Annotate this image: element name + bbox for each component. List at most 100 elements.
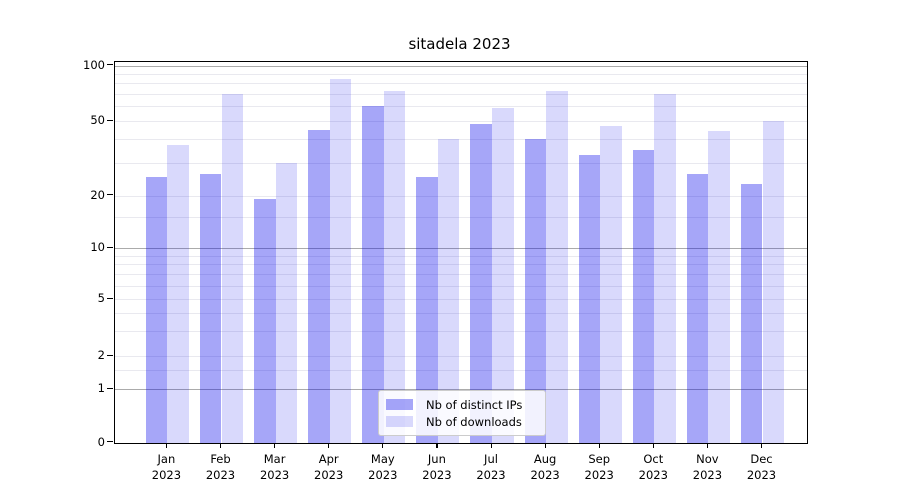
bar-downloads-apr [329, 79, 352, 443]
y-tick-label-100: 100 [83, 57, 105, 72]
bar-downloads-nov [708, 131, 730, 443]
legend-label-downloads: Nb of downloads [426, 414, 522, 429]
gridline-minor-30 [114, 162, 807, 164]
x-tick-year: 2023 [368, 468, 398, 482]
y-tick-label-10: 10 [90, 240, 105, 254]
bar-distinct-ips-apr [308, 129, 330, 443]
bar-distinct-ips-sep [578, 154, 601, 443]
x-tick-label-oct: Oct 2023 [623, 451, 683, 483]
x-tick-year: 2023 [259, 468, 290, 482]
x-tick-label-sep: Sep 2023 [569, 451, 629, 483]
x-tick-jan [165, 442, 168, 448]
y-tick-0 [107, 441, 113, 443]
gridline-minor-9 [114, 255, 807, 257]
x-tick-label-feb: Feb 2023 [191, 451, 251, 483]
bar-distinct-ips-jun [416, 177, 438, 443]
x-tick-month: Apr [318, 452, 339, 466]
gridline-minor-7 [114, 274, 807, 276]
legend-entry-distinct-ips: Nb of distinct IPs [386, 397, 537, 412]
x-tick-label-nov: Nov 2023 [677, 451, 737, 483]
gridline-minor-70 [114, 94, 807, 96]
bar-downloads-oct [654, 94, 676, 443]
x-tick-may [382, 442, 384, 448]
x-tick-month: Dec [750, 452, 773, 466]
y-tick-label-2: 2 [97, 348, 105, 362]
gridline-minor-40 [114, 139, 807, 141]
x-tick-year: 2023 [422, 468, 452, 482]
bar-downloads-jul [492, 107, 514, 443]
bar-distinct-ips-aug [524, 139, 547, 443]
x-tick-month: Aug [533, 452, 557, 466]
y-tick-50 [107, 119, 113, 121]
bar-downloads-jun [437, 139, 460, 443]
bar-downloads-feb [221, 94, 244, 443]
bar-distinct-ips-nov [686, 174, 709, 443]
x-tick-year: 2023 [205, 468, 236, 482]
x-tick-month: Jun [427, 452, 446, 466]
gridline-minor-8 [114, 264, 807, 266]
gridline-minor-3 [114, 330, 807, 332]
x-tick-label-mar: Mar 2023 [245, 451, 305, 483]
x-tick-label-dec: Dec 2023 [732, 451, 792, 483]
y-tick-20 [107, 194, 113, 196]
gridline-minor-6 [114, 285, 807, 287]
plot-area [113, 60, 808, 444]
y-tick-label-1: 1 [97, 381, 105, 395]
x-tick-label-may: May 2023 [353, 451, 413, 483]
bar-distinct-ips-jan [145, 177, 168, 443]
x-tick-label-jun: Jun 2023 [407, 451, 467, 483]
x-tick-label-jan: Jan 2023 [136, 451, 196, 483]
gridline-minor-15 [114, 217, 807, 219]
bar-downloads-dec [762, 121, 785, 443]
gridline-minor-20 [114, 195, 807, 197]
bar-downloads-sep [600, 126, 622, 443]
x-tick-year: 2023 [314, 468, 344, 482]
bar-distinct-ips-may [362, 106, 384, 443]
gridline-minor-80 [114, 83, 807, 85]
bar-distinct-ips-feb [199, 174, 222, 443]
x-tick-label-aug: Aug 2023 [515, 451, 575, 483]
x-tick-jul [490, 442, 492, 448]
gridline-minor-90 [114, 73, 807, 75]
legend-swatch-downloads [386, 416, 413, 427]
legend-swatch-distinct-ips [386, 399, 413, 410]
gridline-minor-50 [114, 121, 807, 122]
gridline-major-1 [114, 389, 807, 390]
x-tick-month: Mar [263, 452, 286, 466]
legend: Nb of distinct IPs Nb of downloads [378, 390, 546, 436]
x-tick-label-apr: Apr 2023 [299, 451, 359, 483]
x-tick-month: Sep [588, 452, 611, 466]
gridline-major-100 [114, 65, 807, 67]
x-tick-month: Nov [696, 452, 719, 466]
x-tick-year: 2023 [584, 468, 614, 482]
x-tick-label-jul: Jul 2023 [461, 451, 521, 483]
x-tick-year: 2023 [692, 468, 723, 482]
gridline-major-10 [114, 248, 807, 249]
x-tick-month: Feb [210, 452, 231, 466]
bar-distinct-ips-jul [470, 124, 492, 443]
x-tick-nov [706, 442, 709, 448]
x-tick-feb [220, 442, 222, 448]
y-tick-label-20: 20 [90, 187, 105, 202]
y-tick-label-50: 50 [90, 113, 105, 127]
bar-downloads-jan [167, 145, 189, 443]
gridline-minor-2 [114, 356, 807, 357]
bar-distinct-ips-oct [632, 150, 655, 443]
y-tick-2 [107, 354, 113, 356]
gridline-minor-5 [114, 299, 807, 300]
x-tick-month: Jul [484, 452, 498, 466]
x-tick-jun [436, 442, 438, 448]
x-tick-year: 2023 [746, 468, 777, 482]
x-tick-year: 2023 [530, 468, 560, 482]
x-tick-sep [598, 442, 600, 448]
y-tick-label-5: 5 [97, 291, 105, 305]
bar-downloads-aug [546, 90, 568, 443]
x-tick-month: May [370, 452, 395, 466]
chart-title: sitadela 2023 [408, 35, 511, 53]
x-tick-month: Jan [157, 452, 176, 466]
gridline-minor-60 [114, 106, 807, 108]
y-tick-10 [107, 246, 113, 248]
x-tick-month: Oct [643, 452, 664, 466]
x-tick-year: 2023 [638, 468, 668, 482]
x-tick-oct [652, 442, 654, 448]
